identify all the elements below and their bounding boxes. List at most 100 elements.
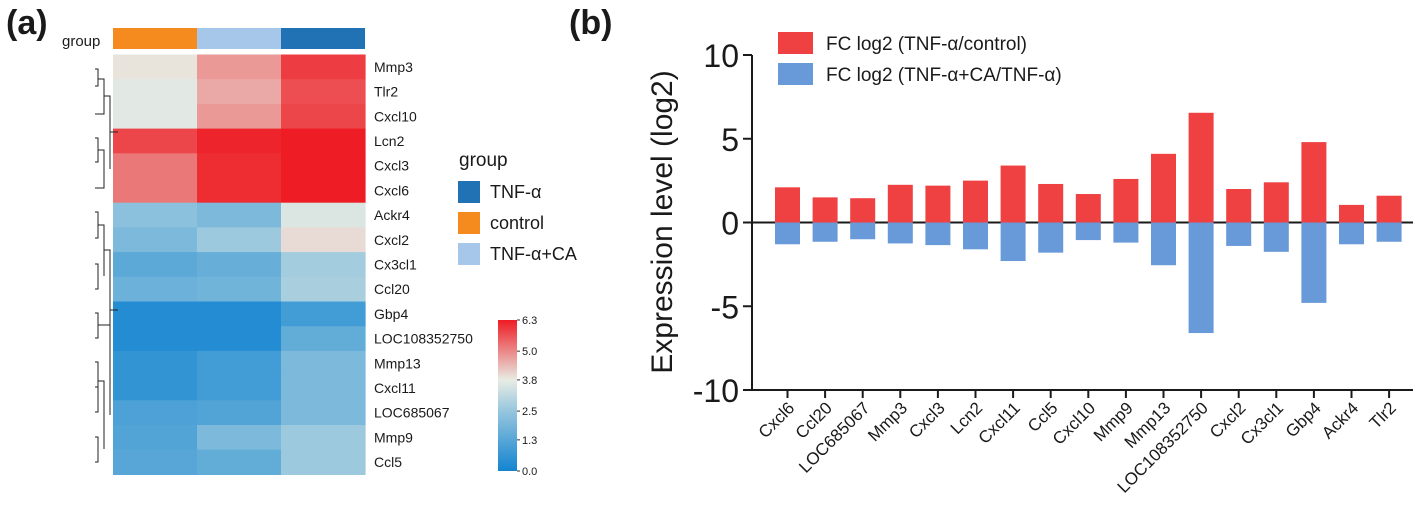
- bar-legend-entry-0: FC log2 (TNF-α/control): [826, 34, 1027, 55]
- bar-series0: [1113, 178, 1139, 223]
- heatmap-cell: [113, 400, 198, 426]
- heatmap-cell: [113, 54, 198, 80]
- bar-panel: (b) Expression level (log2) 10 5 0 -5 -10 Cx…: [569, 4, 1413, 497]
- group-bar-1: [197, 28, 281, 49]
- heatmap-cell: [113, 227, 198, 253]
- bar-series0: [812, 197, 838, 223]
- row-label: Ccl20: [374, 281, 410, 297]
- bar-series1: [1376, 222, 1402, 242]
- row-label: Mmp13: [374, 355, 421, 371]
- heatmap-cell: [197, 202, 282, 228]
- heatmap-cell: [197, 326, 282, 352]
- heatmap-cell: [197, 425, 282, 451]
- bar-series0: [1339, 204, 1364, 223]
- bar-series0: [963, 180, 988, 223]
- row-label: Mmp9: [374, 429, 413, 445]
- bar-series0: [1188, 112, 1214, 223]
- legend-swatch-1: [458, 212, 480, 234]
- heatmap-cell: [197, 252, 282, 278]
- legend-swatch-2: [458, 243, 480, 265]
- bar-series0: [925, 185, 951, 223]
- bar-series0: [1000, 165, 1026, 223]
- heatmap-cell: [281, 178, 366, 204]
- row-label: Ccl5: [374, 454, 402, 470]
- bar-series1: [1151, 222, 1176, 266]
- heatmap-cell: [281, 449, 366, 475]
- colorbar-tick-label: 6.3: [522, 315, 537, 327]
- heatmap-cell: [281, 400, 366, 426]
- heatmap-cell: [113, 301, 198, 327]
- heatmap-cell: [197, 350, 282, 377]
- y-tick-label: 0: [721, 206, 739, 242]
- bar-series0: [775, 187, 800, 223]
- y-axis-label: Expression level (log2): [646, 70, 679, 373]
- bar-series1: [963, 222, 988, 250]
- legend-entry-2: TNF-α+CA: [490, 244, 577, 264]
- heatmap-cell: [197, 227, 282, 253]
- bar-series0: [850, 198, 876, 223]
- bar-legend-entry-1: FC log2 (TNF-α+CA/TNF-α): [826, 65, 1062, 86]
- bar-legend-swatch-0: [778, 32, 813, 54]
- heatmap-cell: [197, 301, 282, 327]
- heatmap-cell: [281, 103, 366, 130]
- bar-series1: [1075, 222, 1101, 241]
- heatmap-cell: [113, 375, 198, 401]
- bar-series0: [1226, 189, 1252, 223]
- colorbar-tick-label: 2.5: [522, 406, 537, 418]
- row-dendrogram: [95, 68, 118, 463]
- x-tick-label: Gbp4: [1282, 398, 1325, 441]
- group-bar-2: [281, 28, 365, 49]
- heatmap-cell: [113, 252, 198, 278]
- x-tick-label: Mmp3: [864, 398, 911, 445]
- row-label: Cxcl3: [374, 158, 409, 174]
- panel-label-b: (b): [569, 4, 612, 42]
- row-label: LOC108352750: [374, 331, 473, 347]
- x-tick-label: Cx3cl1: [1237, 398, 1287, 448]
- heatmap-cells: [113, 54, 366, 475]
- bar-series0: [887, 184, 913, 223]
- colorbar-tick-label: 3.8: [522, 375, 537, 387]
- row-label: Cx3cl1: [374, 256, 417, 272]
- bar-series1: [1226, 222, 1252, 246]
- heatmap-group-label: group: [62, 33, 100, 50]
- legend-title: group: [459, 150, 508, 171]
- heatmap-cell: [281, 128, 366, 154]
- heatmap-cell: [281, 153, 366, 179]
- heatmap-cell: [197, 178, 282, 204]
- bar-series1: [775, 222, 800, 245]
- bar-series0: [1376, 195, 1402, 223]
- heatmap-cell: [281, 326, 366, 352]
- group-bar-0: [113, 28, 197, 49]
- bar-series1: [1339, 222, 1364, 245]
- heatmap-cell: [281, 375, 366, 401]
- x-tick-label: Cxcl6: [755, 398, 798, 441]
- legend-entry-1: control: [490, 213, 544, 233]
- bar-series0: [1038, 183, 1064, 223]
- colorbar-tick-label: 0.0: [522, 466, 537, 478]
- heatmap-panel: (a) group Mmp3 Tlr2 Cxcl10 Lcn2 Cxcl3 Cxcl6 Ac…: [6, 4, 577, 478]
- heatmap-cell: [281, 425, 366, 451]
- bar-marks: [775, 112, 1402, 334]
- heatmap-cell: [113, 202, 198, 228]
- heatmap-cell: [197, 375, 282, 401]
- colorbar-gradient: [498, 320, 517, 471]
- colorbar: 6.3 5.0 3.8 2.5 1.3 0.0: [498, 315, 537, 478]
- heatmap-cell: [113, 350, 198, 377]
- heatmap-cell: [281, 252, 366, 278]
- heatmap-cell: [281, 301, 366, 327]
- x-tick-label: Tlr2: [1366, 398, 1400, 432]
- bar-series0: [1075, 194, 1101, 223]
- heatmap-cell: [197, 79, 282, 105]
- bar-series0: [1151, 153, 1176, 223]
- y-tick-label: -5: [711, 289, 739, 325]
- bar-legend: FC log2 (TNF-α/control) FC log2 (TNF-α+CA…: [778, 32, 1062, 86]
- heatmap-cell: [113, 449, 198, 475]
- x-tick-label: Cxcl11: [975, 398, 1024, 447]
- heatmap-row-labels: Mmp3 Tlr2 Cxcl10 Lcn2 Cxcl3 Cxcl6 Ackr4 Cxcl2 Cx…: [374, 59, 473, 470]
- heatmap-cell: [197, 54, 282, 80]
- heatmap-cell: [197, 400, 282, 426]
- heatmap-cell: [197, 103, 282, 130]
- heatmap-cell: [113, 425, 198, 451]
- bar-series1: [1038, 222, 1064, 253]
